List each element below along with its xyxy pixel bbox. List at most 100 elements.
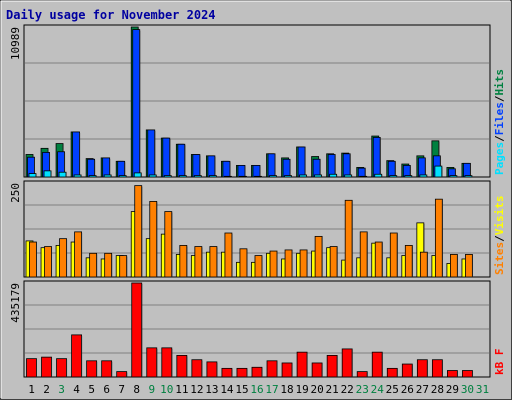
axis-label-part-1: / [493,235,506,242]
pages-bar [344,174,353,178]
kbytes-bar [161,347,173,378]
x-tick-label: 12 [190,383,203,396]
x-axis-labels: 1 2 3 4 5 6 7 8 9 10 11 12 13 14 15 16 17 18 19 20 21 22 23 24 2… [28,383,489,396]
pages-bar [133,172,142,178]
files-bar [297,146,306,178]
files-bar [132,29,141,178]
kbytes-bar [326,354,338,378]
files-bar [87,158,96,178]
panel-requests-axis-label: Pages/Files/Hits [493,69,506,175]
kbytes-bar [356,371,368,378]
x-tick-label: 6 [103,383,110,396]
files-bar [327,154,336,178]
kbytes-bar [311,362,323,378]
x-tick-label: 28 [431,383,444,396]
files-bar [372,137,381,178]
pages-bar [193,175,202,178]
sites-bar [209,246,218,278]
sites-bar [104,252,113,278]
sites-bar [89,252,98,278]
sites-bar [359,231,368,278]
x-tick-label: 17 [265,383,278,396]
sites-bar [164,211,173,278]
kbytes-bar [386,367,398,378]
files-bar [282,158,291,178]
x-tick-label: 9 [148,383,155,396]
pages-bar [299,174,307,178]
kbytes-bar [56,358,67,378]
sites-bar [299,249,308,278]
pages-bar [73,174,82,178]
sites-bar [329,246,338,278]
panel-kbytes-axis-label: kB F [493,349,506,376]
sites-bar [74,231,82,278]
pages-bar [284,175,292,178]
kbytes-bar [101,360,113,378]
sites-bar [344,199,353,278]
axis-label-part-2: Visits [493,196,506,236]
x-tick-label: 21 [326,383,339,396]
pages-bar [224,175,232,178]
files-bar [72,131,80,178]
files-bar [102,157,111,178]
chart-title: Daily usage for November 2024 [6,8,216,22]
files-bar [192,154,201,178]
files-bar [387,160,396,178]
files-bar [417,157,426,178]
x-tick-label: 23 [356,383,369,396]
kbytes-bar [431,359,443,378]
files-bar [267,153,276,178]
panel-requests-ymax-label: 10989 [9,27,22,60]
kbytes-bar [191,359,203,378]
pages-bar [389,175,398,178]
x-tick-label: 11 [175,383,188,396]
sites-bar [404,245,413,278]
pages-bar [43,170,52,178]
pages-bar [374,173,383,178]
x-tick-label: 31 [476,383,489,396]
pages-bar [208,175,217,178]
panel-visitors-ymax-label: 250 [9,183,22,203]
kbytes-bar [116,371,128,378]
sites-bar [44,246,52,278]
pages-bar [464,175,473,178]
x-tick-label: 10 [160,383,173,396]
pages-bar [88,175,97,178]
kbytes-bar [206,361,218,378]
sites-bar [239,248,248,278]
pages-bar [419,174,428,178]
pages-bar [118,175,127,178]
files-bar [357,167,366,178]
chart-panels: 10989Pages/Files/Hits250Sites/Visits4351… [9,24,506,378]
sites-bar [389,232,398,278]
pages-bar [449,175,458,178]
pages-bar [314,174,323,178]
x-tick-label: 25 [386,383,399,396]
kbytes-bar [146,347,158,378]
sites-bar [434,198,443,278]
kbytes-bar [416,359,428,378]
files-bar [162,137,171,178]
x-tick-label: 2 [43,383,50,396]
x-tick-label: 18 [280,383,293,396]
sites-bar [374,241,383,278]
kbytes-bar [341,348,353,378]
axis-label-part-1: / [493,135,506,142]
kbytes-bar [26,358,37,378]
pages-bar [163,175,172,178]
x-tick-label: 24 [371,383,385,396]
axis-label-part-4: Hits [493,69,506,96]
kbytes-bar [266,360,278,378]
kbytes-bar [176,354,188,378]
files-bar [237,164,246,178]
kbytes-bar [221,367,233,378]
files-bar [463,162,471,178]
pages-bar [103,174,112,178]
pages-bar [434,165,443,178]
files-bar [252,164,261,178]
kbytes-bar [251,366,263,378]
panel-visitors: 250 Sites/Visits [9,180,506,278]
pages-bar [58,171,67,178]
